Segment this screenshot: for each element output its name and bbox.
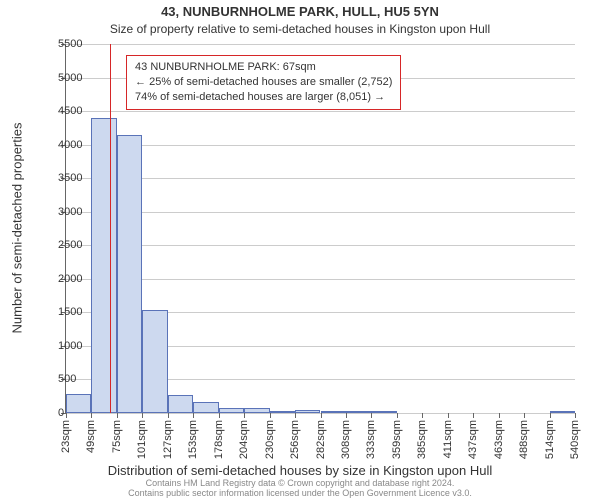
chart-footer: Contains HM Land Registry data © Crown c… [0,479,600,499]
x-tick-label: 230sqm [264,420,276,459]
callout-line-1: 43 NUNBURNHOLME PARK: 67sqm [135,60,392,75]
x-tick-label: 282sqm [315,420,327,459]
histogram-bar [550,411,575,413]
x-tick-label: 75sqm [111,420,123,453]
histogram-bar [244,408,269,413]
x-tick-mark [295,413,296,418]
x-tick-label: 463sqm [493,420,505,459]
gridline [66,245,575,246]
histogram-bar [219,408,244,413]
x-tick-mark [422,413,423,418]
x-tick-label: 49sqm [85,420,97,453]
x-tick-mark [270,413,271,418]
x-tick-mark [448,413,449,418]
x-tick-mark [219,413,220,418]
callout-line-3: 74% of semi-detached houses are larger (… [135,90,392,105]
x-tick-mark [524,413,525,418]
x-tick-mark [473,413,474,418]
x-tick-label: 540sqm [569,420,581,459]
x-tick-label: 411sqm [442,420,454,458]
x-tick-label: 514sqm [544,420,556,459]
x-tick-label: 256sqm [289,420,301,459]
gridline [66,145,575,146]
x-tick-mark [193,413,194,418]
chart-subtitle: Size of property relative to semi-detach… [0,22,600,36]
x-tick-label: 178sqm [213,420,225,459]
histogram-bar [66,394,91,413]
histogram-bar [346,411,371,413]
gridline [66,44,575,45]
x-tick-mark [91,413,92,418]
gridline [66,212,575,213]
x-tick-label: 23sqm [60,420,72,453]
x-tick-label: 385sqm [416,420,428,459]
y-axis-label: Number of semi-detached properties [10,123,25,334]
x-tick-label: 333sqm [365,420,377,459]
histogram-bar [193,402,218,413]
x-tick-mark [321,413,322,418]
x-tick-label: 359sqm [391,420,403,459]
x-tick-label: 204sqm [238,420,250,459]
histogram-bar [117,135,142,413]
x-tick-mark [142,413,143,418]
chart-title: 43, NUNBURNHOLME PARK, HULL, HU5 5YN [0,4,600,19]
callout-line-2: ← 25% of semi-detached houses are smalle… [135,75,392,90]
x-tick-mark [168,413,169,418]
x-tick-mark [66,413,67,418]
histogram-bar [91,118,116,413]
histogram-bar [371,411,396,413]
x-tick-label: 127sqm [162,420,174,459]
x-tick-label: 437sqm [467,420,479,459]
x-tick-label: 153sqm [187,420,199,459]
footer-line-1: Contains HM Land Registry data © Crown c… [146,478,455,488]
x-tick-mark [499,413,500,418]
histogram-bar [295,410,320,413]
x-tick-mark [397,413,398,418]
x-tick-mark [117,413,118,418]
x-tick-label: 488sqm [518,420,530,459]
histogram-bar [142,310,167,413]
callout-box: 43 NUNBURNHOLME PARK: 67sqm← 25% of semi… [126,55,401,110]
x-tick-label: 101sqm [136,420,148,459]
reference-line [110,44,111,413]
x-tick-label: 308sqm [340,420,352,459]
histogram-bar [168,395,193,413]
histogram-bar [321,411,346,413]
footer-line-2: Contains public sector information licen… [128,488,472,498]
x-axis-label: Distribution of semi-detached houses by … [0,463,600,478]
x-tick-mark [346,413,347,418]
x-tick-mark [550,413,551,418]
x-tick-mark [575,413,576,418]
x-tick-mark [244,413,245,418]
histogram-bar [270,411,295,413]
gridline [66,111,575,112]
plot-area: 0500100015002000250030003500400045005000… [65,44,575,414]
gridline [66,178,575,179]
property-size-chart: 43, NUNBURNHOLME PARK, HULL, HU5 5YN Siz… [0,0,600,500]
x-tick-mark [371,413,372,418]
gridline [66,279,575,280]
